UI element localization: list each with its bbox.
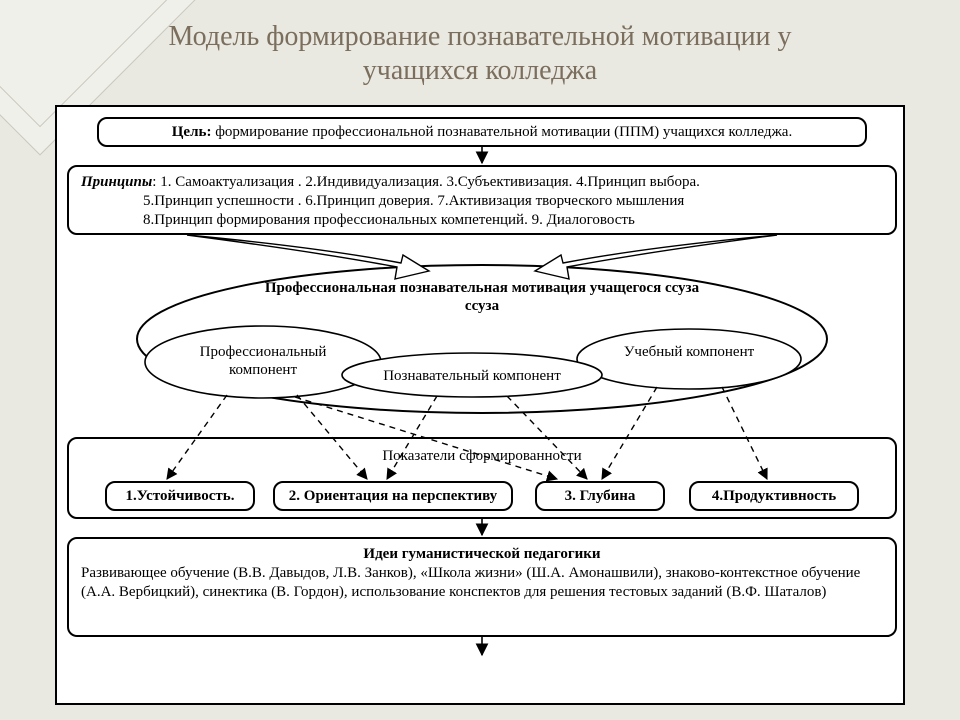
indicators-label: Показатели сформированности: [81, 447, 883, 466]
principles-label: Принципы: [81, 174, 152, 190]
title-line-1: Модель формирование познавательной мотив…: [0, 20, 960, 54]
goal-text: формирование профессиональной познавател…: [211, 124, 792, 140]
goal-label: Цель:: [172, 124, 212, 140]
goal-box: Цель: формирование профессиональной позн…: [97, 117, 867, 147]
title-line-2: учащихся колледжа: [0, 54, 960, 88]
comp-prof-line-2: компонент: [167, 361, 359, 379]
comp-prof-label: Профессиональный компонент: [167, 343, 359, 379]
ideas-body: Развивающее обучение (В.В. Давыдов, Л.В.…: [81, 564, 883, 602]
principles-line-1: : 1. Самоактуализация . 2.Индивидуализац…: [152, 174, 700, 190]
comp-cogn-label: Познавательный компонент: [357, 367, 587, 385]
indicator-2: 2. Ориентация на перспективу: [273, 481, 513, 511]
main-ellipse-line-1: Профессиональная познавательная мотиваци…: [187, 279, 777, 297]
page-title: Модель формирование познавательной мотив…: [0, 20, 960, 87]
main-ellipse-label: Профессиональная познавательная мотиваци…: [187, 279, 777, 315]
indicator-3: 3. Глубина: [535, 481, 665, 511]
comp-prof-line-1: Профессиональный: [167, 343, 359, 361]
principles-line-2: 5.Принцип успешности . 6.Принцип доверия…: [81, 192, 883, 211]
diagram-canvas: Цель: формирование профессиональной позн…: [55, 105, 905, 705]
ideas-box: Идеи гуманистической педагогики Развиваю…: [67, 537, 897, 637]
main-ellipse-line-2: ссуза: [187, 297, 777, 315]
indicator-1: 1.Устойчивость.: [105, 481, 255, 511]
comp-edu-label: Учебный компонент: [597, 343, 781, 361]
ideas-title: Идеи гуманистической педагогики: [81, 545, 883, 564]
indicator-4: 4.Продуктивность: [689, 481, 859, 511]
principles-line-3: 8.Принцип формирования профессиональных …: [81, 211, 883, 230]
principles-box: Принципы: 1. Самоактуализация . 2.Индиви…: [67, 165, 897, 235]
